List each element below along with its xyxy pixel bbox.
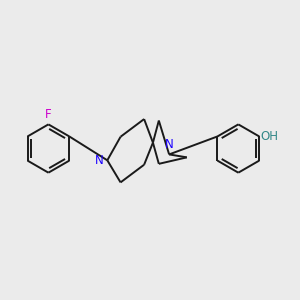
Text: F: F xyxy=(45,108,52,122)
Text: N: N xyxy=(95,154,104,167)
Text: OH: OH xyxy=(261,130,279,143)
Text: N: N xyxy=(165,138,173,151)
